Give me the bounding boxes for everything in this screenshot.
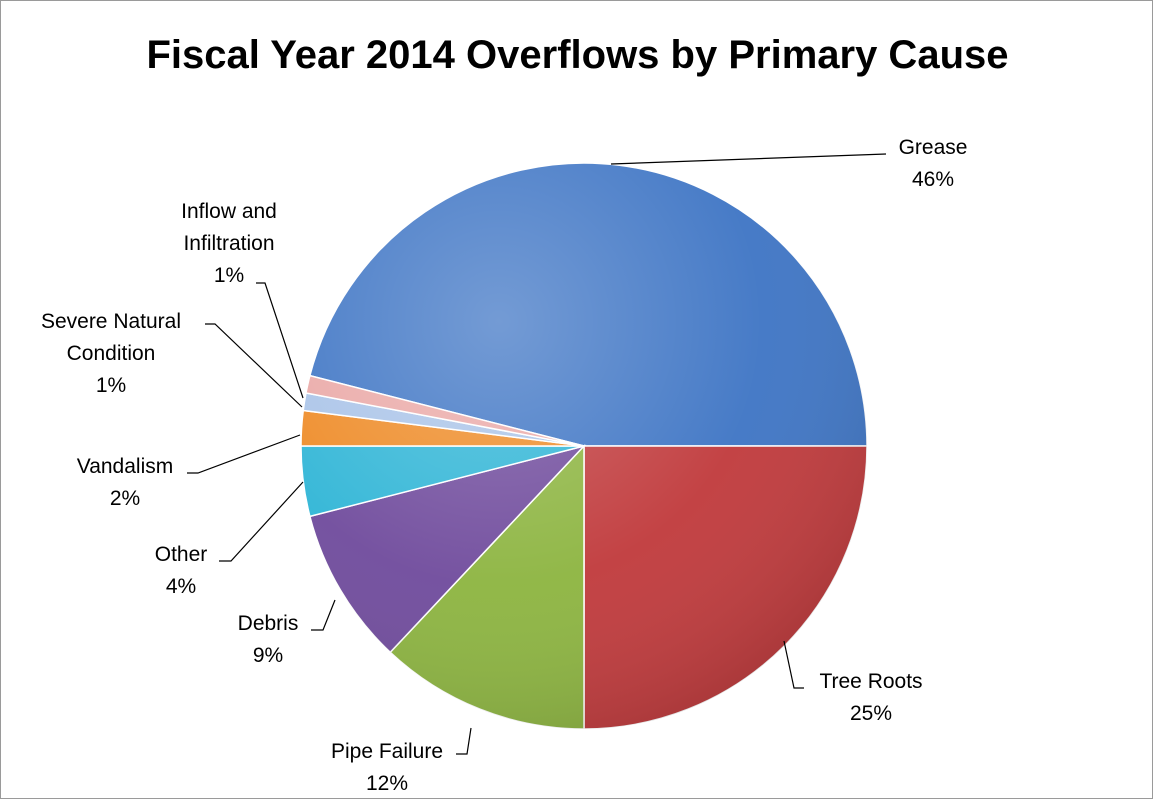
slice-value-pipe-failure: 12% [366, 772, 408, 795]
leader-line-tree-roots [783, 640, 804, 689]
slice-label-severe-natural-condition: Severe Natural Condition [41, 310, 181, 365]
slice-label-vandalism: Vandalism [77, 455, 174, 478]
slice-value-vandalism: 2% [110, 487, 140, 510]
leader-line-grease [610, 153, 887, 165]
leader-line-vandalism [187, 434, 301, 474]
slice-value-tree-roots: 25% [850, 702, 892, 725]
slice-label-inflow-and-infiltration: Inflow and Infiltration [181, 200, 277, 255]
slice-value-other: 4% [166, 575, 196, 598]
leader-line-other [219, 481, 304, 562]
leader-line-severe-natural-condition [205, 323, 303, 408]
leader-line-inflow-and-infiltration [256, 282, 304, 399]
slice-label-grease: Grease [899, 136, 968, 159]
slice-value-inflow-and-infiltration: 1% [214, 264, 244, 287]
slice-value-severe-natural-condition: 1% [96, 374, 126, 397]
slice-value-debris: 9% [253, 644, 283, 667]
slice-value-grease: 46% [912, 168, 954, 191]
slice-label-other: Other [155, 543, 208, 566]
leader-line-debris [311, 599, 336, 631]
slice-label-debris: Debris [238, 612, 299, 635]
slice-label-pipe-failure: Pipe Failure [331, 740, 443, 763]
chart-title: Fiscal Year 2014 Overflows by Primary Ca… [146, 33, 1009, 77]
slice-label-tree-roots: Tree Roots [819, 670, 922, 693]
leader-line-pipe-failure [456, 727, 472, 755]
